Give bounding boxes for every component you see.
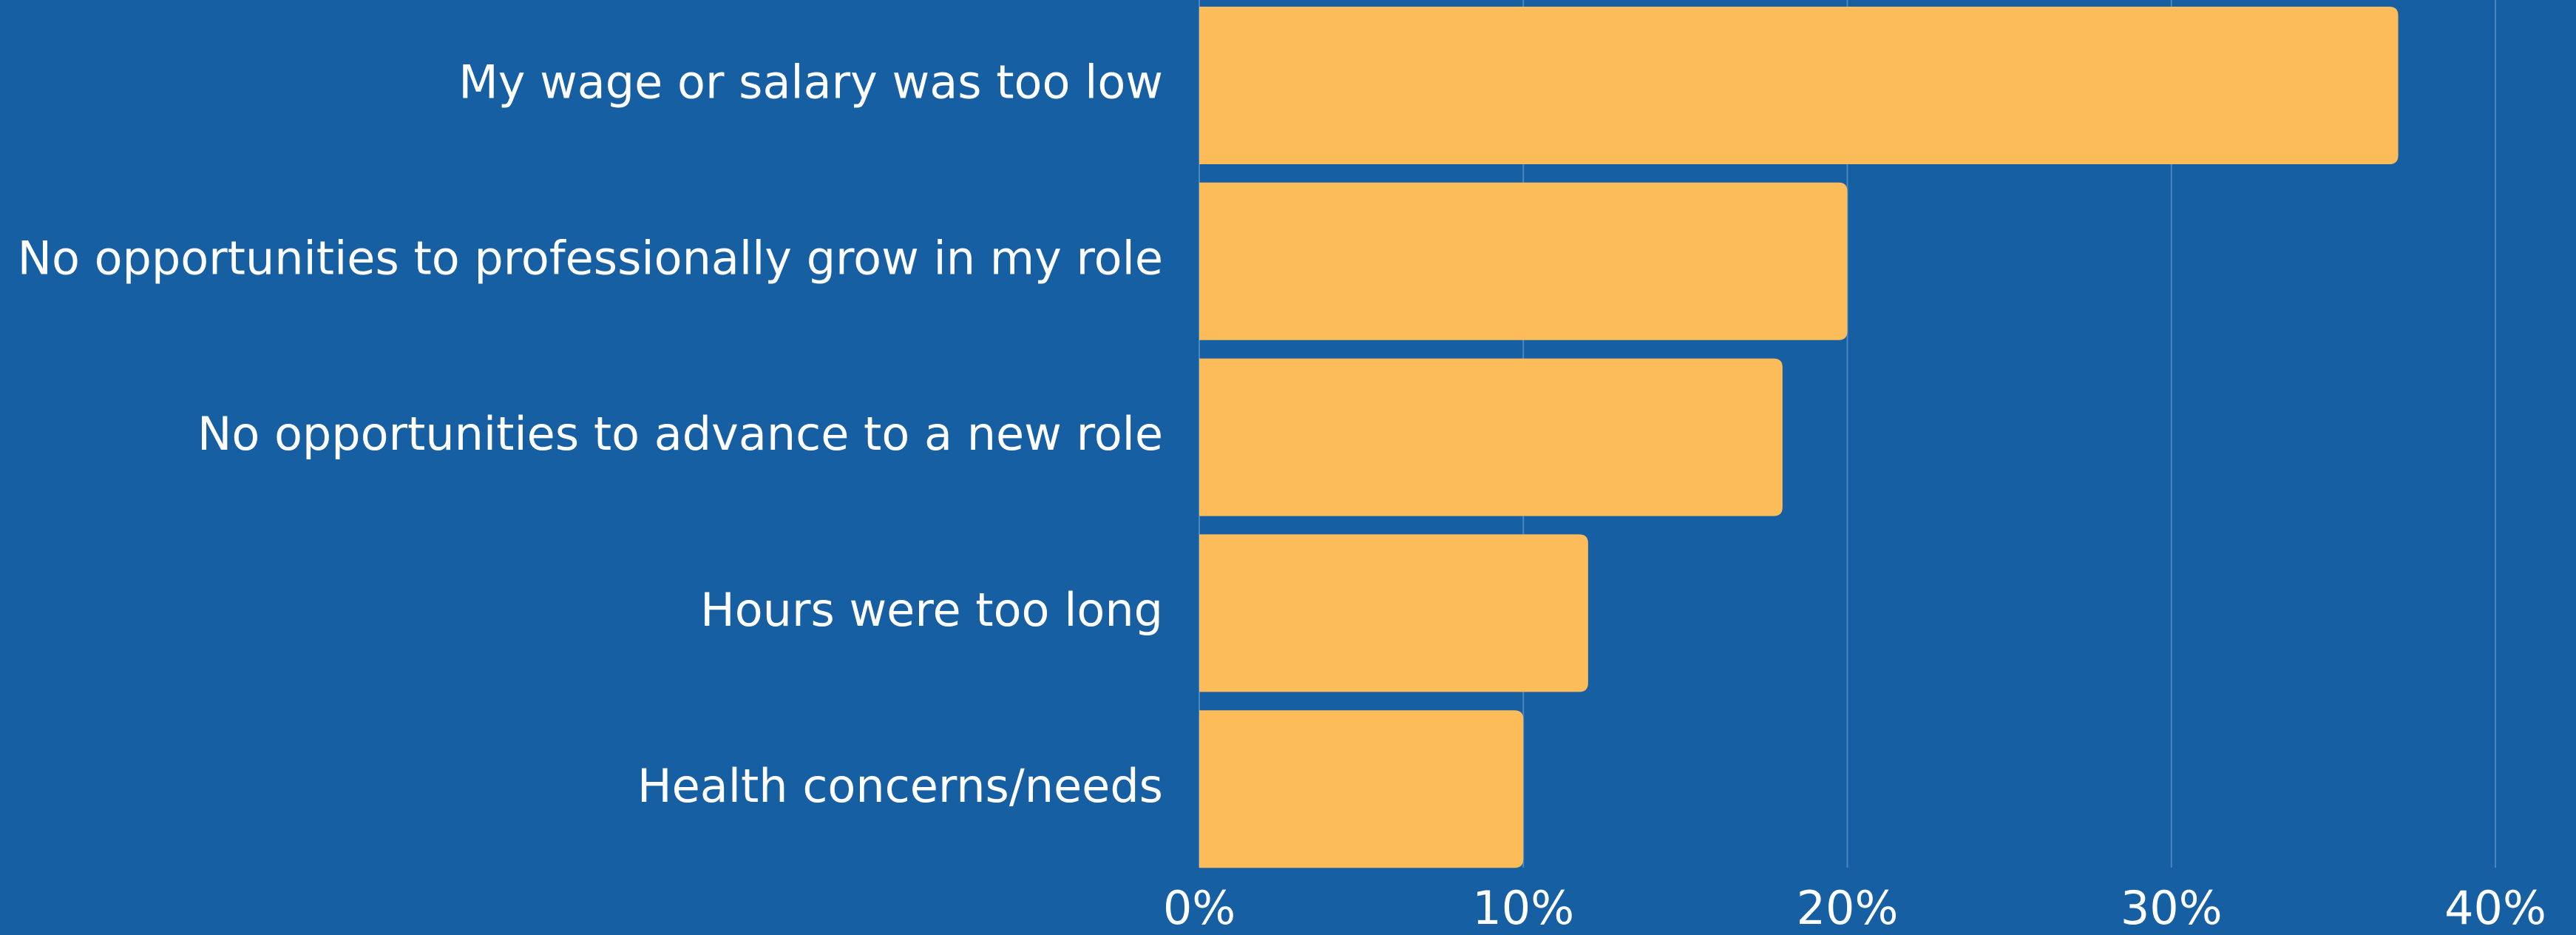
bar xyxy=(1199,710,1524,868)
x-tick-label: 40% xyxy=(2444,881,2546,935)
x-tick-label: 0% xyxy=(1163,881,1236,935)
x-tick-label: 20% xyxy=(1797,881,1899,935)
bar xyxy=(1199,358,1783,516)
y-tick-label: No opportunities to professionally grow … xyxy=(18,231,1163,285)
y-tick-label: My wage or salary was too low xyxy=(458,55,1163,109)
bar xyxy=(1199,182,1848,340)
bar xyxy=(1199,7,2399,164)
x-tick-label: 30% xyxy=(2121,881,2223,935)
y-tick-label: Health concerns/needs xyxy=(637,759,1163,813)
y-tick-label: No opportunities to advance to a new rol… xyxy=(197,407,1163,461)
y-tick-label: Hours were too long xyxy=(700,583,1163,637)
x-tick-label: 10% xyxy=(1472,881,1574,935)
bar xyxy=(1199,534,1588,692)
